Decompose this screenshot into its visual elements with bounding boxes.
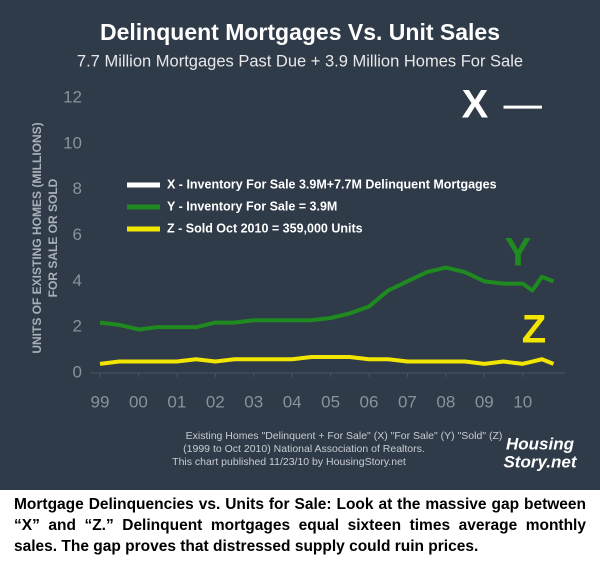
- series-line: [99, 354, 555, 366]
- x-tick-label: 04: [283, 392, 302, 411]
- legend-label: Z - Sold Oct 2010 = 359,000 Units: [167, 221, 363, 235]
- chart-subtitle: 7.7 Million Mortgages Past Due + 3.9 Mil…: [77, 52, 523, 70]
- y-tick-label: 12: [63, 87, 82, 106]
- y-axis-label: UNITS OF EXISTING HOMES (MILLIONS): [30, 122, 44, 353]
- background: [0, 0, 600, 490]
- y-tick-label: 2: [73, 317, 82, 336]
- logo: Housing: [506, 434, 575, 453]
- x-tick-label: 06: [360, 392, 379, 411]
- x-tick-label: 01: [167, 392, 186, 411]
- caption: Mortgage Delinquencies vs. Units for Sal…: [14, 496, 586, 555]
- y-tick-label: 8: [73, 179, 82, 198]
- legend-label: X - Inventory For Sale 3.9M+7.7M Delinqu…: [167, 177, 497, 191]
- y-axis-label: FOR SALE OR SOLD: [46, 178, 60, 297]
- x-tick-label: 03: [244, 392, 263, 411]
- x-tick-label: 99: [91, 392, 110, 411]
- y-tick-label: 4: [73, 271, 82, 290]
- logo: Story.net: [503, 452, 577, 471]
- y-tick-label: 0: [73, 362, 82, 381]
- series-letter: X: [462, 83, 489, 127]
- series-line: [99, 265, 555, 332]
- legend-label: Y - Inventory For Sale = 3.9M: [167, 199, 337, 213]
- x-tick-label: 05: [321, 392, 340, 411]
- series-letter: Z: [522, 308, 546, 352]
- x-tick-label: 08: [436, 392, 455, 411]
- chart-title: Delinquent Mortgages Vs. Unit Sales: [100, 19, 500, 45]
- y-tick-label: 10: [63, 133, 82, 152]
- source-text: (1999 to Oct 2010) National Association …: [183, 443, 425, 455]
- chart: Delinquent Mortgages Vs. Unit Sales 7.7 …: [0, 0, 600, 490]
- x-tick-label: 02: [206, 392, 225, 411]
- source-text: Existing Homes "Delinquent + For Sale" (…: [186, 430, 503, 442]
- x-tick-label: 09: [475, 392, 494, 411]
- y-tick-label: 6: [73, 225, 82, 244]
- x-tick-label: 07: [398, 392, 417, 411]
- x-tick-label: 00: [129, 392, 148, 411]
- series-letter: Y: [505, 231, 532, 275]
- x-tick-label: 10: [513, 392, 532, 411]
- source-text: This chart published 11/23/10 by Housing…: [172, 456, 406, 468]
